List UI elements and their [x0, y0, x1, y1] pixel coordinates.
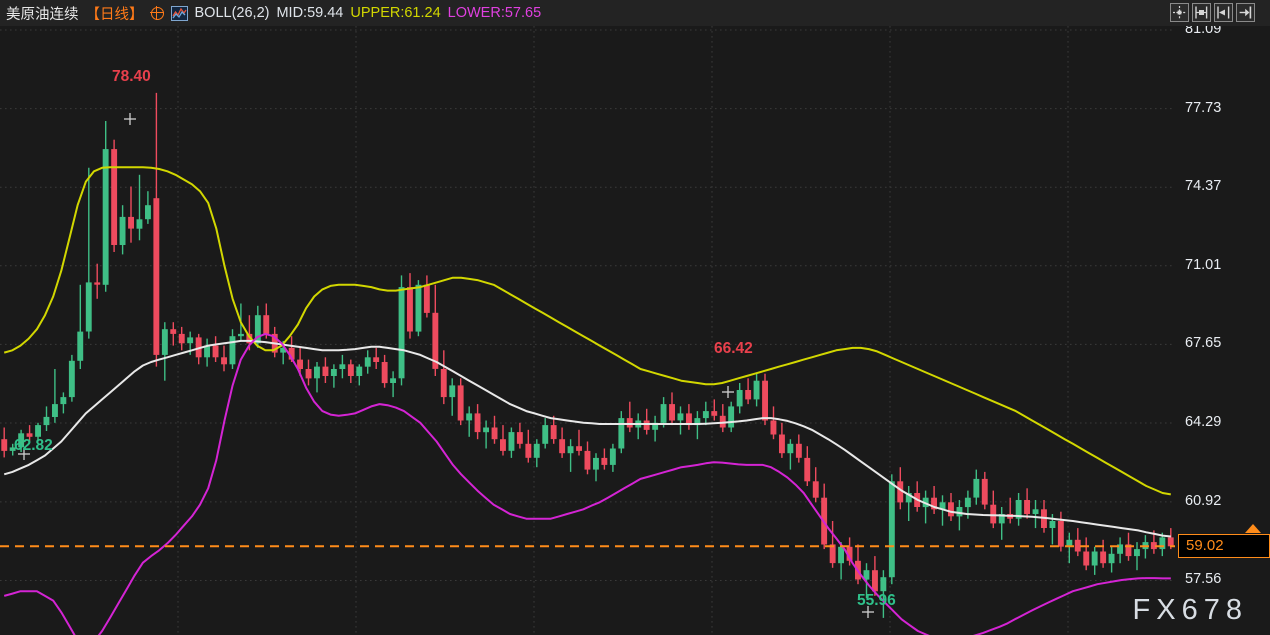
price-axis-label: 60.92: [1185, 492, 1222, 509]
price-axis-label: 57.56: [1185, 571, 1222, 588]
extreme-marker-2: [722, 386, 734, 398]
current-price-arrow-icon: [1245, 524, 1261, 534]
boll-mid-line: [3, 339, 1171, 538]
extreme-marker-0: [124, 113, 136, 125]
candlestick-plot-area[interactable]: [0, 26, 1175, 635]
grid-lines: [0, 26, 1175, 635]
current-price-tag[interactable]: 59.02: [1178, 534, 1270, 559]
measure-left-tool-icon[interactable]: [1192, 3, 1211, 22]
period-label: 【日线】: [85, 6, 144, 23]
high-label-66-42: 66.42: [714, 340, 753, 357]
price-axis-label: 77.73: [1185, 99, 1222, 116]
crosshair-tool-icon[interactable]: [1170, 3, 1189, 22]
symbol-label: 美原油连续: [6, 6, 79, 23]
plot-svg: [0, 26, 1175, 635]
boll-mid-readout: MID:59.44: [276, 5, 344, 21]
chart-header-bar: 美原油连续 【日线】 BOLL(26,2) MID:59.44 UPPER:61…: [0, 0, 1270, 26]
watermark-logo: FX678: [1132, 594, 1248, 626]
crosshair-globe-icon[interactable]: [149, 5, 164, 20]
price-axis-label: 67.65: [1185, 335, 1222, 352]
price-axis-label: 64.29: [1185, 414, 1222, 431]
chart-toolbar: [1170, 3, 1255, 22]
boll-upper-line: [3, 166, 1171, 496]
extreme-marker-3: [862, 606, 874, 618]
low-label-62-82: 62.82: [14, 437, 53, 454]
price-axis[interactable]: 59.02 81.09 77.73 74.37 71.01 67.65 64.29 60.9…: [1175, 21, 1270, 635]
indicator-label: BOLL(26,2): [194, 5, 270, 21]
mini-chart-icon[interactable]: [170, 5, 188, 21]
price-axis-label: 74.37: [1185, 178, 1222, 195]
jump-to-end-tool-icon[interactable]: [1236, 3, 1255, 22]
measure-right-tool-icon[interactable]: [1214, 3, 1233, 22]
extreme-marker-1: [18, 448, 30, 460]
price-axis-label: 71.01: [1185, 256, 1222, 273]
boll-lower-line: [3, 332, 1171, 635]
low-label-55-96: 55.96: [857, 592, 896, 609]
boll-lower-readout: LOWER:57.65: [447, 5, 542, 21]
high-label-78-40: 78.40: [112, 68, 151, 85]
boll-upper-readout: UPPER:61.24: [350, 5, 441, 21]
